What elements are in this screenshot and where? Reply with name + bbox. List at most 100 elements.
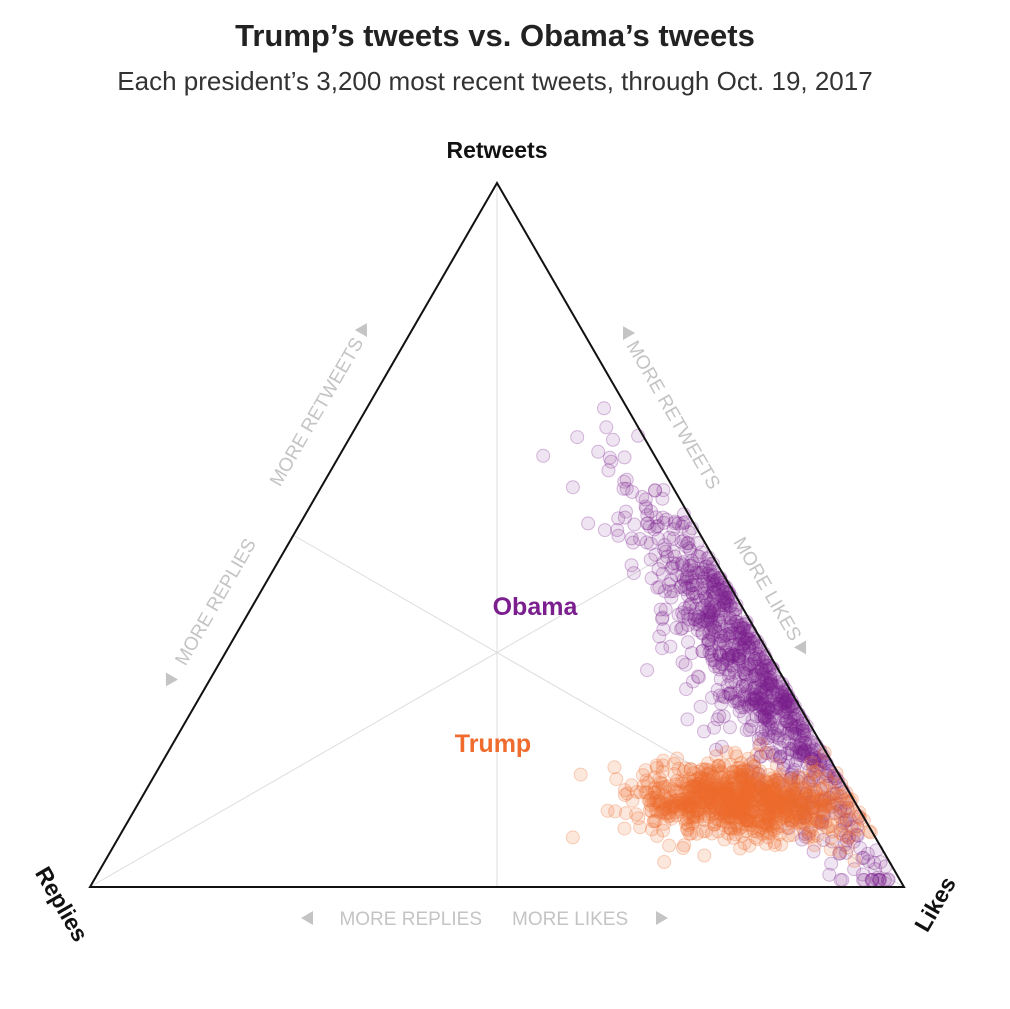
data-point-trump bbox=[772, 796, 787, 811]
data-point-trump bbox=[710, 792, 725, 807]
data-point-trump bbox=[743, 782, 758, 797]
data-point-trump bbox=[666, 800, 681, 815]
data-point-obama bbox=[798, 809, 813, 824]
data-point-obama bbox=[716, 595, 731, 610]
data-point-trump bbox=[786, 775, 801, 789]
data-point-obama bbox=[797, 728, 812, 743]
data-point-trump bbox=[799, 812, 814, 827]
data-point-trump bbox=[708, 806, 723, 821]
data-point-trump bbox=[746, 799, 761, 814]
data-point-obama bbox=[754, 692, 769, 706]
data-point-obama bbox=[797, 826, 812, 841]
data-point-obama bbox=[812, 753, 827, 768]
data-point-obama bbox=[640, 663, 655, 678]
data-point-obama bbox=[807, 749, 821, 764]
data-point-obama bbox=[802, 737, 817, 752]
data-point-trump bbox=[838, 801, 853, 816]
data-point-trump bbox=[734, 793, 749, 808]
data-point-trump bbox=[749, 804, 764, 819]
data-point-trump bbox=[648, 813, 663, 828]
data-point-trump bbox=[640, 785, 654, 800]
data-point-trump bbox=[697, 806, 712, 821]
data-point-trump bbox=[824, 790, 839, 805]
data-point-obama bbox=[728, 637, 743, 652]
data-point-obama bbox=[704, 600, 719, 615]
data-point-trump bbox=[733, 765, 748, 779]
data-point-trump bbox=[841, 840, 856, 855]
data-point-obama bbox=[685, 570, 700, 585]
data-point-obama bbox=[678, 574, 693, 589]
data-point-trump bbox=[728, 764, 743, 779]
data-point-trump bbox=[762, 813, 777, 828]
data-point-trump bbox=[682, 792, 697, 807]
data-point-trump bbox=[846, 827, 861, 842]
data-point-obama bbox=[783, 771, 798, 786]
data-point-obama bbox=[684, 558, 699, 573]
data-point-obama bbox=[839, 828, 854, 843]
data-point-obama bbox=[685, 578, 700, 593]
data-point-obama bbox=[707, 590, 722, 605]
data-point-obama bbox=[625, 485, 640, 499]
data-point-obama bbox=[697, 586, 712, 601]
data-point-obama bbox=[649, 510, 664, 525]
data-point-trump bbox=[764, 803, 779, 818]
data-point-trump bbox=[660, 792, 675, 807]
data-point-trump bbox=[731, 782, 746, 797]
data-point-obama bbox=[679, 539, 694, 554]
data-point-obama bbox=[667, 516, 682, 531]
data-point-obama bbox=[736, 643, 751, 658]
data-point-trump bbox=[813, 814, 828, 829]
data-point-trump bbox=[600, 803, 615, 818]
data-point-obama bbox=[712, 688, 727, 703]
data-point-obama bbox=[718, 638, 733, 652]
data-point-trump bbox=[771, 791, 786, 806]
data-point-obama bbox=[728, 630, 743, 645]
data-point-trump bbox=[751, 814, 766, 829]
data-point-obama bbox=[873, 855, 888, 870]
data-point-obama bbox=[762, 661, 777, 676]
data-point-trump bbox=[732, 810, 747, 825]
arrow-right-icon bbox=[354, 323, 367, 338]
axis-label-replies: Replies bbox=[30, 862, 93, 946]
data-point-trump bbox=[680, 794, 695, 809]
data-point-obama bbox=[735, 654, 750, 669]
data-point-obama bbox=[633, 532, 648, 546]
data-point-obama bbox=[837, 815, 852, 830]
data-point-obama bbox=[741, 658, 756, 673]
data-point-trump bbox=[825, 806, 840, 821]
data-point-obama bbox=[775, 689, 790, 704]
data-point-trump bbox=[780, 820, 795, 835]
data-point-trump bbox=[761, 768, 776, 782]
data-point-trump bbox=[747, 784, 762, 799]
data-point-trump bbox=[809, 784, 824, 799]
data-point-obama bbox=[787, 798, 802, 813]
data-point-trump bbox=[748, 830, 763, 845]
data-point-trump bbox=[775, 795, 790, 810]
data-point-obama bbox=[777, 689, 791, 704]
data-point-obama bbox=[744, 657, 758, 672]
data-point-trump bbox=[756, 818, 771, 832]
data-point-obama bbox=[719, 590, 734, 605]
data-point-obama bbox=[790, 727, 805, 742]
data-point-obama bbox=[689, 589, 704, 604]
data-point-trump bbox=[718, 792, 733, 807]
data-point-obama bbox=[770, 692, 785, 707]
data-point-trump bbox=[815, 782, 830, 797]
data-point-trump bbox=[698, 762, 713, 777]
data-point-trump bbox=[655, 802, 670, 817]
data-point-trump bbox=[786, 772, 801, 787]
data-point-obama bbox=[657, 538, 672, 552]
data-point-obama bbox=[784, 770, 799, 785]
data-point-obama bbox=[767, 710, 782, 725]
data-point-trump bbox=[771, 809, 786, 824]
axis-label-likes: Likes bbox=[909, 872, 961, 936]
data-point-obama bbox=[742, 698, 757, 713]
data-point-trump bbox=[813, 803, 828, 818]
data-point-trump bbox=[689, 826, 704, 841]
data-point-trump bbox=[792, 793, 807, 808]
data-point-trump bbox=[573, 767, 588, 782]
data-point-obama bbox=[648, 547, 663, 562]
data-point-trump bbox=[816, 801, 831, 816]
data-point-obama bbox=[678, 657, 693, 672]
data-point-obama bbox=[749, 694, 764, 709]
